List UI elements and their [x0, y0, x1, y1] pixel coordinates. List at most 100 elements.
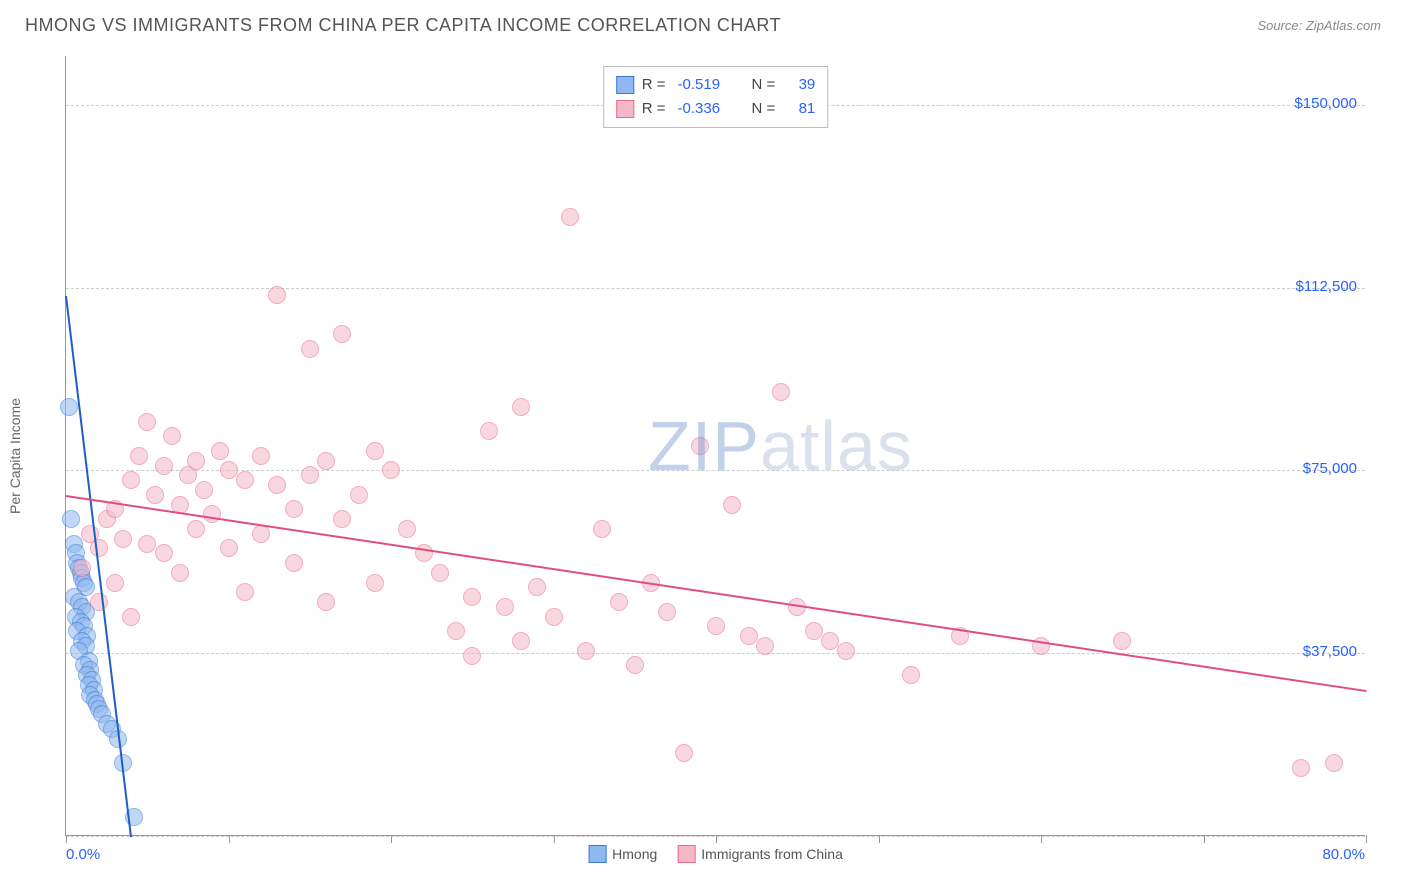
- x-tick-label-start: 0.0%: [66, 846, 100, 863]
- data-point: [268, 286, 286, 304]
- data-point: [122, 608, 140, 626]
- data-point: [73, 559, 91, 577]
- x-tick: [1366, 835, 1367, 843]
- data-point: [691, 437, 709, 455]
- data-point: [1325, 754, 1343, 772]
- data-point: [463, 588, 481, 606]
- data-point: [1113, 632, 1131, 650]
- chart-area: Per Capita Income ZIPatlas $37,500$75,00…: [25, 46, 1381, 866]
- data-point: [821, 632, 839, 650]
- data-point: [285, 554, 303, 572]
- data-point: [902, 666, 920, 684]
- data-point: [155, 544, 173, 562]
- data-point: [146, 486, 164, 504]
- source-attribution: Source: ZipAtlas.com: [1257, 18, 1381, 33]
- data-point: [512, 398, 530, 416]
- data-point: [1292, 759, 1310, 777]
- watermark-text: ZIPatlas: [648, 406, 913, 486]
- data-point: [561, 208, 579, 226]
- legend-swatch: [588, 845, 606, 863]
- y-tick-label: $112,500: [1296, 278, 1357, 295]
- data-point: [60, 398, 78, 416]
- data-point: [626, 656, 644, 674]
- data-point: [333, 510, 351, 528]
- data-point: [211, 442, 229, 460]
- data-point: [496, 598, 514, 616]
- data-point: [512, 632, 530, 650]
- data-point: [138, 413, 156, 431]
- data-point: [195, 481, 213, 499]
- data-point: [593, 520, 611, 538]
- correlation-legend: R =-0.519N =39R =-0.336N =81: [603, 66, 829, 128]
- data-point: [106, 574, 124, 592]
- legend-label: Immigrants from China: [701, 846, 843, 862]
- data-point: [317, 593, 335, 611]
- x-tick: [1041, 835, 1042, 843]
- data-point: [138, 535, 156, 553]
- series-legend: Hmong Immigrants from China: [588, 845, 843, 863]
- scatter-plot: ZIPatlas $37,500$75,000$112,500$150,0000…: [65, 56, 1365, 836]
- data-point: [837, 642, 855, 660]
- data-point: [480, 422, 498, 440]
- data-point: [366, 574, 384, 592]
- data-point: [723, 496, 741, 514]
- legend-swatch: [677, 845, 695, 863]
- data-point: [252, 525, 270, 543]
- data-point: [577, 642, 595, 660]
- data-point: [707, 617, 725, 635]
- x-tick: [554, 835, 555, 843]
- data-point: [740, 627, 758, 645]
- data-point: [366, 442, 384, 460]
- x-tick: [1204, 835, 1205, 843]
- y-tick-label: $150,000: [1294, 95, 1357, 112]
- x-tick: [391, 835, 392, 843]
- y-tick-label: $37,500: [1303, 643, 1357, 660]
- y-axis-label: Per Capita Income: [7, 398, 23, 514]
- data-point: [187, 452, 205, 470]
- data-point: [285, 500, 303, 518]
- data-point: [447, 622, 465, 640]
- data-point: [805, 622, 823, 640]
- gridline: [66, 470, 1365, 471]
- data-point: [187, 520, 205, 538]
- x-tick-label-end: 80.0%: [1322, 846, 1365, 863]
- data-point: [220, 539, 238, 557]
- data-point: [333, 325, 351, 343]
- data-point: [350, 486, 368, 504]
- legend-row: R =-0.336N =81: [616, 97, 816, 121]
- legend-item: Hmong: [588, 845, 657, 863]
- legend-swatch: [616, 76, 634, 94]
- data-point: [658, 603, 676, 621]
- data-point: [220, 461, 238, 479]
- data-point: [610, 593, 628, 611]
- data-point: [114, 530, 132, 548]
- data-point: [545, 608, 563, 626]
- legend-item: Immigrants from China: [677, 845, 843, 863]
- data-point: [301, 340, 319, 358]
- legend-swatch: [616, 100, 634, 118]
- gridline: [66, 288, 1365, 289]
- data-point: [398, 520, 416, 538]
- data-point: [431, 564, 449, 582]
- x-tick: [879, 835, 880, 843]
- y-tick-label: $75,000: [1303, 460, 1357, 477]
- data-point: [163, 427, 181, 445]
- data-point: [301, 466, 319, 484]
- data-point: [130, 447, 148, 465]
- legend-row: R =-0.519N =39: [616, 73, 816, 97]
- data-point: [528, 578, 546, 596]
- data-point: [675, 744, 693, 762]
- data-point: [171, 564, 189, 582]
- trend-line: [66, 495, 1366, 692]
- data-point: [203, 505, 221, 523]
- x-tick: [66, 835, 67, 843]
- data-point: [268, 476, 286, 494]
- data-point: [236, 471, 254, 489]
- data-point: [90, 539, 108, 557]
- data-point: [155, 457, 173, 475]
- data-point: [90, 593, 108, 611]
- legend-label: Hmong: [612, 846, 657, 862]
- gridline: [66, 653, 1365, 654]
- x-tick: [716, 835, 717, 843]
- x-tick: [229, 835, 230, 843]
